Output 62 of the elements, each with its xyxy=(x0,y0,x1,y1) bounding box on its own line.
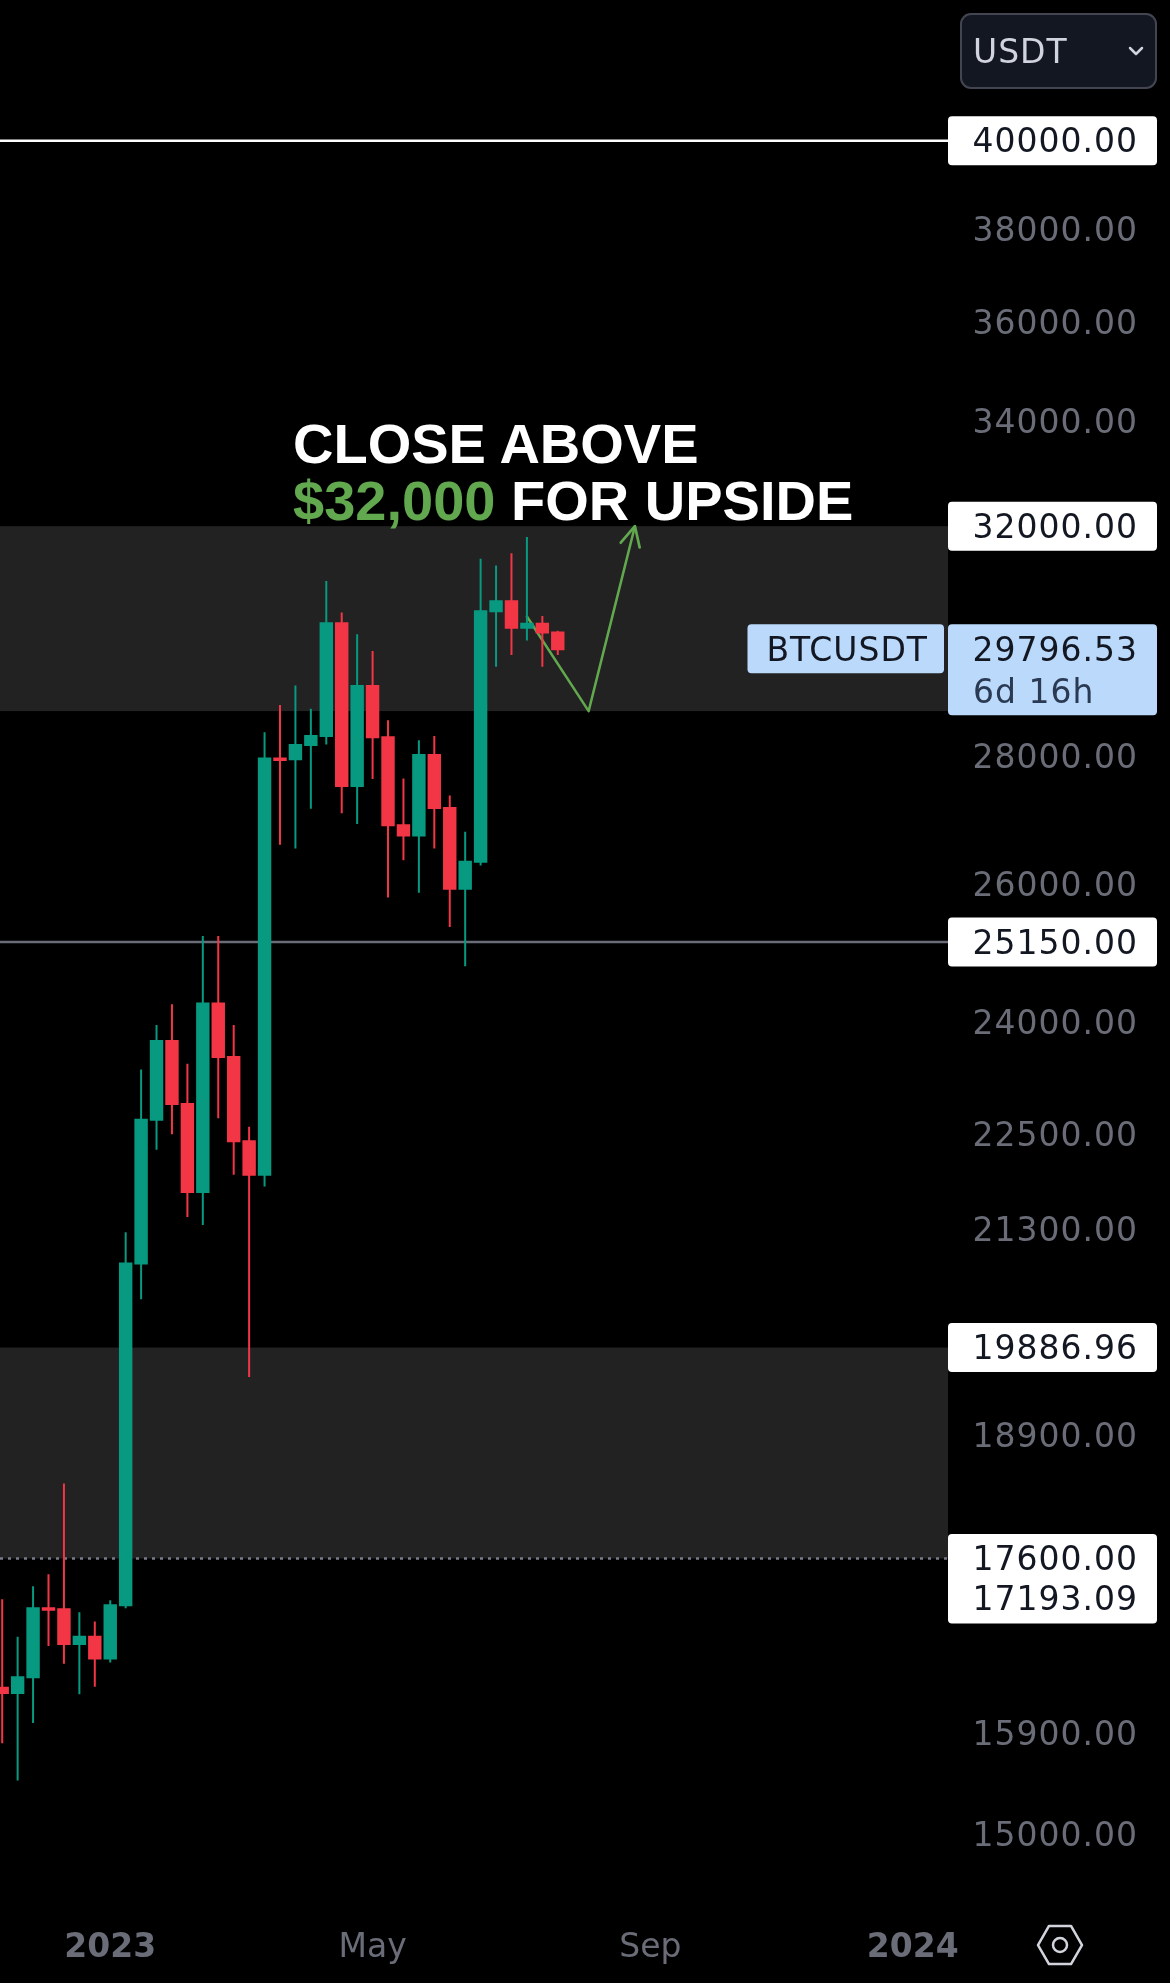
candlestick xyxy=(365,649,380,781)
ref-line-label: 17600.00 xyxy=(972,1538,1138,1578)
y-tick-label: 18900.00 xyxy=(972,1415,1138,1455)
x-tick-label: 2024 xyxy=(866,1925,959,1965)
candlestick xyxy=(134,1068,148,1301)
x-tick-label: 2023 xyxy=(64,1925,157,1965)
y-axis-title: USDT xyxy=(973,31,1068,71)
candlestick xyxy=(26,1585,40,1725)
text: CLOSE ABOVE $32,000 FOR UPSIDE xyxy=(293,412,854,532)
candlestick xyxy=(103,1599,117,1664)
candlestick xyxy=(427,734,442,850)
candlestick xyxy=(196,934,210,1226)
candlestick xyxy=(473,557,488,867)
candlestick xyxy=(335,611,349,815)
candlestick xyxy=(180,1062,195,1218)
y-tick-label: 24000.00 xyxy=(972,1003,1138,1043)
ref-line-label: 40000.00 xyxy=(972,121,1138,161)
candlestick xyxy=(319,580,333,746)
candlestick xyxy=(57,1482,71,1665)
text: 6d 16h xyxy=(973,671,1095,711)
y-tick-label: 21300.00 xyxy=(972,1209,1138,1249)
band-label: 32000.00 xyxy=(972,506,1138,546)
candlestick xyxy=(551,629,565,656)
candlestick xyxy=(288,684,303,850)
candlestick xyxy=(118,1231,133,1610)
candlestick xyxy=(41,1573,56,1648)
candlestick xyxy=(412,739,426,894)
candlestick xyxy=(396,777,411,862)
candlestick xyxy=(381,719,395,899)
y-tick-label: 36000.00 xyxy=(972,303,1138,343)
y-tick-label: 22500.00 xyxy=(972,1114,1138,1154)
candlestick xyxy=(535,614,550,668)
text: 29796.53 xyxy=(972,629,1138,669)
candlestick xyxy=(242,1125,256,1379)
candlestick xyxy=(149,1024,164,1151)
y-tick-label: 15000.00 xyxy=(972,1815,1138,1854)
candlestick xyxy=(273,704,287,846)
candlestick xyxy=(458,830,472,968)
annotation: BTCUSDT xyxy=(766,629,928,669)
candlestick xyxy=(10,1635,25,1782)
candlestick xyxy=(72,1611,87,1696)
candlestick xyxy=(257,731,272,1188)
candlestick xyxy=(226,1024,241,1176)
candlestick xyxy=(489,564,503,668)
candlestick xyxy=(504,552,519,656)
y-tick-label: 26000.00 xyxy=(972,865,1138,905)
y-tick-label: 38000.00 xyxy=(972,209,1138,249)
candlestick xyxy=(165,1003,179,1136)
candlestick xyxy=(443,794,457,929)
ref-line-label: 25150.00 xyxy=(972,922,1138,962)
candlestick xyxy=(520,536,534,642)
x-tick-label: May xyxy=(338,1925,407,1965)
candlestick xyxy=(304,707,318,810)
candlestick xyxy=(350,633,364,826)
candlestick xyxy=(88,1620,102,1688)
x-tick-label: Sep xyxy=(619,1925,682,1965)
candlestick xyxy=(211,934,225,1120)
band-label: 19886.96 xyxy=(972,1328,1138,1368)
y-tick-label: 34000.00 xyxy=(972,401,1138,441)
y-tick-label: 15900.00 xyxy=(972,1714,1138,1754)
y-tick-label: 28000.00 xyxy=(972,737,1138,777)
text: 17193.09 xyxy=(972,1579,1138,1619)
